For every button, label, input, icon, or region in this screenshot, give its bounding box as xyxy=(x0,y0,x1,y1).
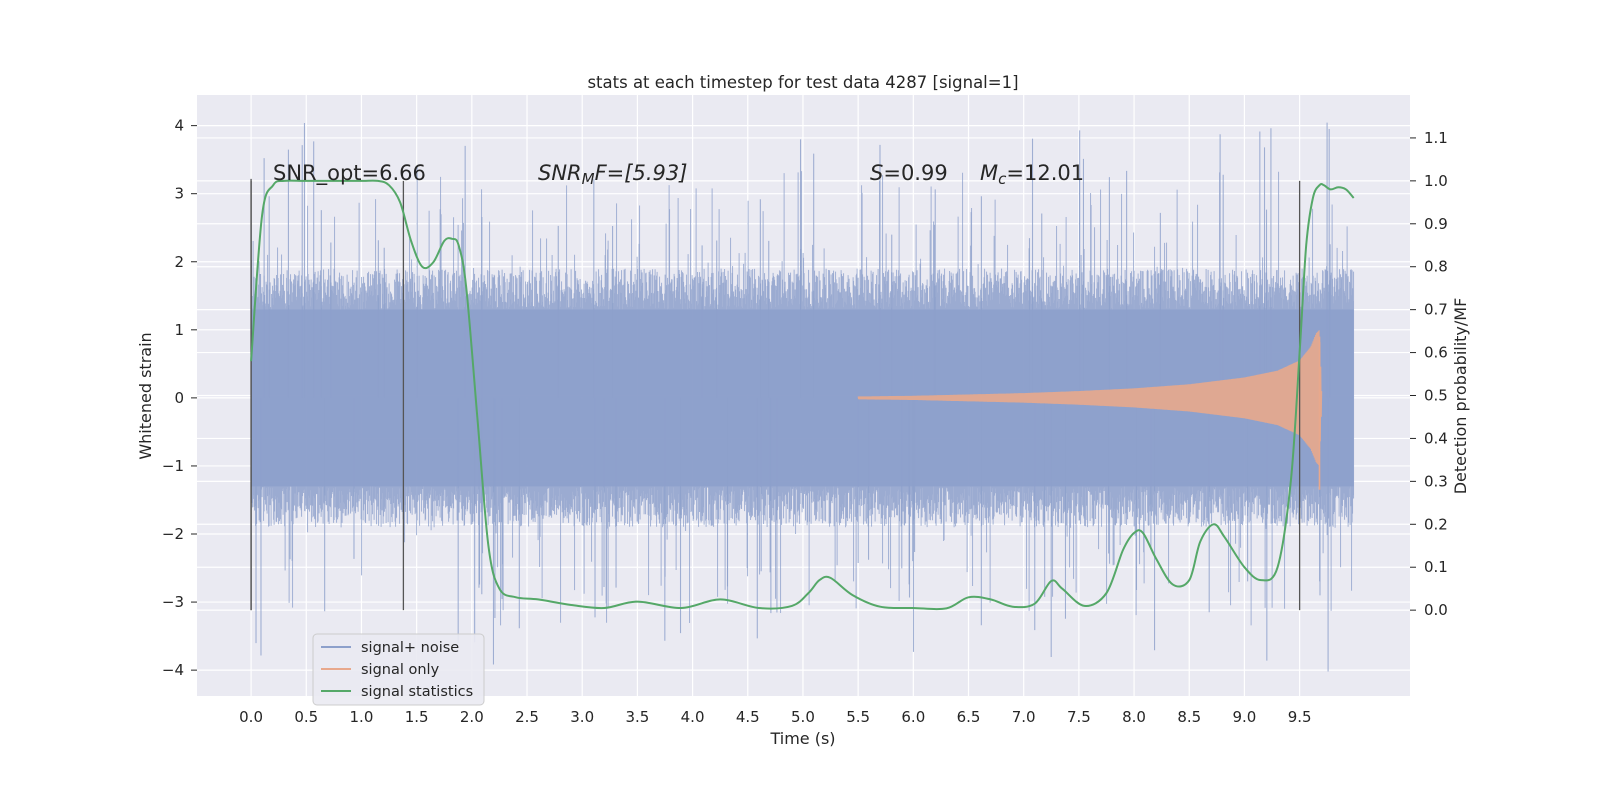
x-tick-label-10: 5.0 xyxy=(791,708,815,726)
x-tick-label-1: 0.5 xyxy=(294,708,318,726)
signal-statistics-line xyxy=(250,179,1355,611)
annotation-s: S=0.99 xyxy=(870,161,948,185)
annotation-snr-mf-rest: F=[5.93] xyxy=(595,161,688,185)
chart-title: stats at each timestep for test data 428… xyxy=(587,73,1018,92)
x-tick-label-12: 6.0 xyxy=(901,708,925,726)
signal-only-trace xyxy=(857,330,1323,466)
y-tick-label-right-4: 0.4 xyxy=(1424,429,1448,447)
y-tick-label-left-2: −2 xyxy=(162,525,184,543)
annotation-mc: Mc=12.01 xyxy=(980,161,1084,188)
annotation-s-rest: =0.99 xyxy=(883,161,947,185)
annotation-snr-mf: SNRMF=[5.93] xyxy=(538,161,687,188)
x-axis-label: Time (s) xyxy=(769,729,835,748)
y-tick-label-left-6: 2 xyxy=(174,253,184,271)
x-tick-label-5: 2.5 xyxy=(515,708,539,726)
x-tick-label-16: 8.0 xyxy=(1122,708,1146,726)
legend-label-signal-statistics: signal statistics xyxy=(361,684,473,700)
x-tick-label-9: 4.5 xyxy=(736,708,760,726)
y-axis-label-left: Whitened strain xyxy=(136,332,155,459)
x-tick-label-0: 0.0 xyxy=(239,708,263,726)
y-tick-label-left-5: 1 xyxy=(174,321,184,339)
y-tick-label-right-5: 0.5 xyxy=(1424,387,1448,405)
series-signal-statistics xyxy=(250,179,1355,611)
annotation-snr-mf-main: SNR xyxy=(538,161,582,185)
legend: signal+ noise signal only signal statist… xyxy=(312,633,485,706)
x-tick-label-15: 7.5 xyxy=(1067,708,1091,726)
y-axis-label-right: Detection probability/MF xyxy=(1451,298,1470,495)
x-tick-label-17: 8.5 xyxy=(1177,708,1201,726)
y-tick-label-left-0: −4 xyxy=(162,661,184,679)
annotation-snr-opt: SNR_opt=6.66 xyxy=(273,161,426,186)
y-tick-label-right-0: 0.0 xyxy=(1424,601,1448,619)
y-tick-label-right-6: 0.6 xyxy=(1424,344,1448,362)
legend-label-signal-only: signal only xyxy=(361,662,440,678)
x-tick-label-6: 3.0 xyxy=(570,708,594,726)
x-tick-label-4: 2.0 xyxy=(460,708,484,726)
y-tick-label-right-8: 0.8 xyxy=(1424,258,1448,276)
annotation-mc-rest: =12.01 xyxy=(1006,161,1084,185)
annotation-mc-main: M xyxy=(980,161,998,185)
annotation-mc-sub: c xyxy=(998,170,1007,188)
y-tick-label-left-1: −3 xyxy=(162,593,184,611)
x-tick-label-8: 4.0 xyxy=(681,708,705,726)
legend-label-signal-noise: signal+ noise xyxy=(361,640,459,656)
y-tick-label-left-8: 4 xyxy=(174,117,184,135)
annotation-snr-mf-sub: M xyxy=(582,170,595,188)
x-tick-label-18: 9.0 xyxy=(1233,708,1257,726)
y-tick-label-left-4: 0 xyxy=(174,389,184,407)
x-tick-label-7: 3.5 xyxy=(625,708,649,726)
series-signal-only xyxy=(857,330,1323,490)
vertical-markers xyxy=(250,178,1301,611)
y-tick-label-right-9: 0.9 xyxy=(1424,215,1448,233)
y-tick-label-right-1: 0.1 xyxy=(1424,558,1448,576)
annotation-s-main: S xyxy=(870,161,883,185)
x-tick-label-14: 7.0 xyxy=(1012,708,1036,726)
x-tick-label-19: 9.5 xyxy=(1288,708,1312,726)
x-tick-label-11: 5.5 xyxy=(846,708,870,726)
y-tick-label-right-2: 0.2 xyxy=(1424,515,1448,533)
y-tick-label-right-10: 1.0 xyxy=(1424,172,1448,190)
axis-ticks: 0.0 0.5 1.0 1.5 2.0 2.5 3.0 3.5 4.0 4.5 5.0 5.5 6.0 6… xyxy=(162,117,1448,726)
y-tick-label-right-7: 0.7 xyxy=(1424,301,1448,319)
y-tick-label-right-11: 1.1 xyxy=(1424,129,1448,147)
x-tick-label-2: 1.0 xyxy=(350,708,374,726)
y-tick-label-right-3: 0.3 xyxy=(1424,472,1448,490)
y-tick-label-left-7: 3 xyxy=(174,185,184,203)
x-tick-label-3: 1.5 xyxy=(405,708,429,726)
legend-box xyxy=(312,633,485,706)
x-tick-label-13: 6.5 xyxy=(957,708,981,726)
y-tick-label-left-3: −1 xyxy=(162,457,184,475)
